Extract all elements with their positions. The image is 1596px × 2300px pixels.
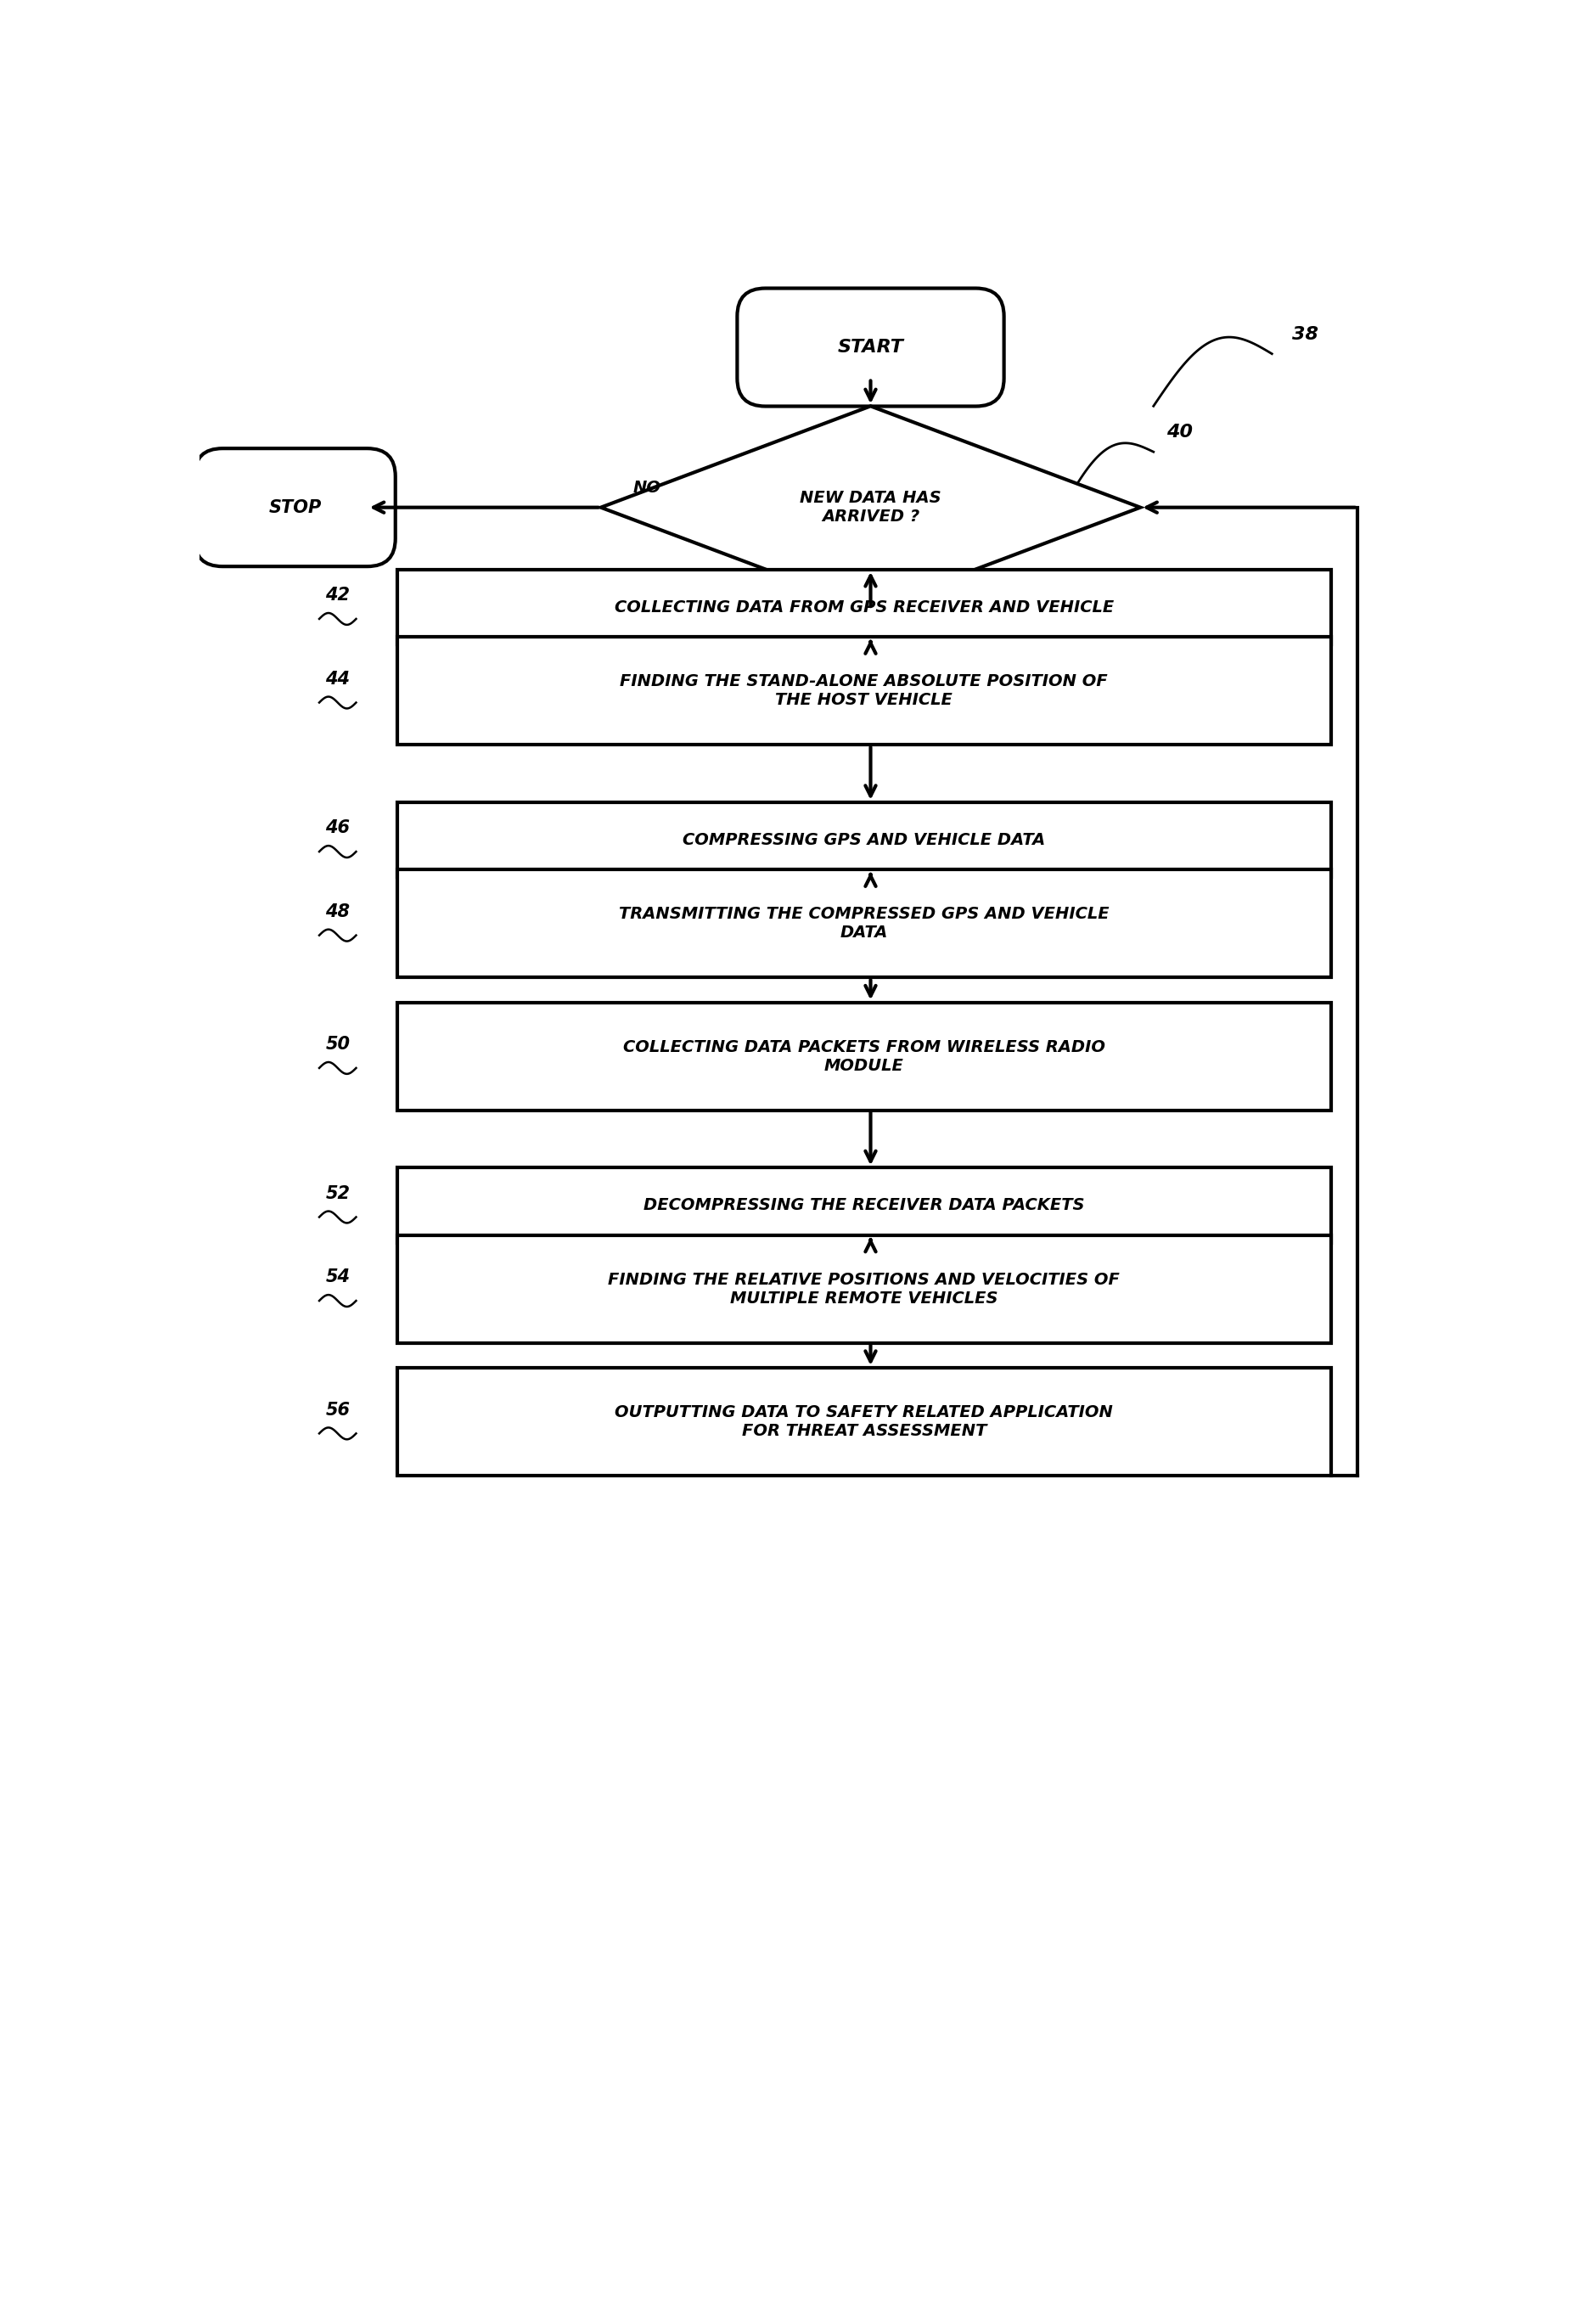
Bar	[397, 869, 1331, 977]
Bar	[397, 570, 1331, 644]
Bar	[397, 1003, 1331, 1111]
Bar	[397, 803, 1331, 876]
Text: 46: 46	[326, 819, 350, 837]
Text: STOP: STOP	[268, 499, 321, 515]
Text: TRANSMITTING THE COMPRESSED GPS AND VEHICLE
DATA: TRANSMITTING THE COMPRESSED GPS AND VEHI…	[619, 906, 1109, 941]
Text: 50: 50	[326, 1035, 350, 1053]
Polygon shape	[600, 407, 1140, 610]
Text: 38: 38	[1291, 327, 1318, 343]
Text: 48: 48	[326, 904, 350, 920]
Text: FINDING THE STAND-ALONE ABSOLUTE POSITION OF
THE HOST VEHICLE: FINDING THE STAND-ALONE ABSOLUTE POSITIO…	[619, 674, 1108, 708]
Text: 40: 40	[1167, 423, 1192, 442]
Text: 42: 42	[326, 586, 350, 605]
Text: COLLECTING DATA FROM GPS RECEIVER AND VEHICLE: COLLECTING DATA FROM GPS RECEIVER AND VE…	[614, 598, 1114, 614]
Text: YES: YES	[873, 614, 908, 630]
Text: DECOMPRESSING THE RECEIVER DATA PACKETS: DECOMPRESSING THE RECEIVER DATA PACKETS	[643, 1198, 1085, 1214]
Bar	[397, 1235, 1331, 1343]
Text: 56: 56	[326, 1401, 350, 1419]
Text: 52: 52	[326, 1184, 350, 1203]
Text: OUTPUTTING DATA TO SAFETY RELATED APPLICATION
FOR THREAT ASSESSMENT: OUTPUTTING DATA TO SAFETY RELATED APPLIC…	[614, 1405, 1112, 1440]
FancyBboxPatch shape	[195, 448, 396, 566]
Bar	[397, 1368, 1331, 1477]
Text: START: START	[838, 338, 903, 356]
Text: FINDING THE RELATIVE POSITIONS AND VELOCITIES OF
MULTIPLE REMOTE VEHICLES: FINDING THE RELATIVE POSITIONS AND VELOC…	[608, 1272, 1120, 1306]
Text: NO: NO	[634, 478, 661, 497]
Bar	[397, 637, 1331, 745]
Text: 44: 44	[326, 672, 350, 688]
Text: COMPRESSING GPS AND VEHICLE DATA: COMPRESSING GPS AND VEHICLE DATA	[683, 833, 1045, 849]
FancyBboxPatch shape	[737, 288, 1004, 407]
Bar	[397, 1168, 1331, 1242]
Text: 54: 54	[326, 1270, 350, 1286]
Text: COLLECTING DATA PACKETS FROM WIRELESS RADIO
MODULE: COLLECTING DATA PACKETS FROM WIRELESS RA…	[622, 1040, 1104, 1074]
Text: NEW DATA HAS
ARRIVED ?: NEW DATA HAS ARRIVED ?	[800, 490, 942, 524]
